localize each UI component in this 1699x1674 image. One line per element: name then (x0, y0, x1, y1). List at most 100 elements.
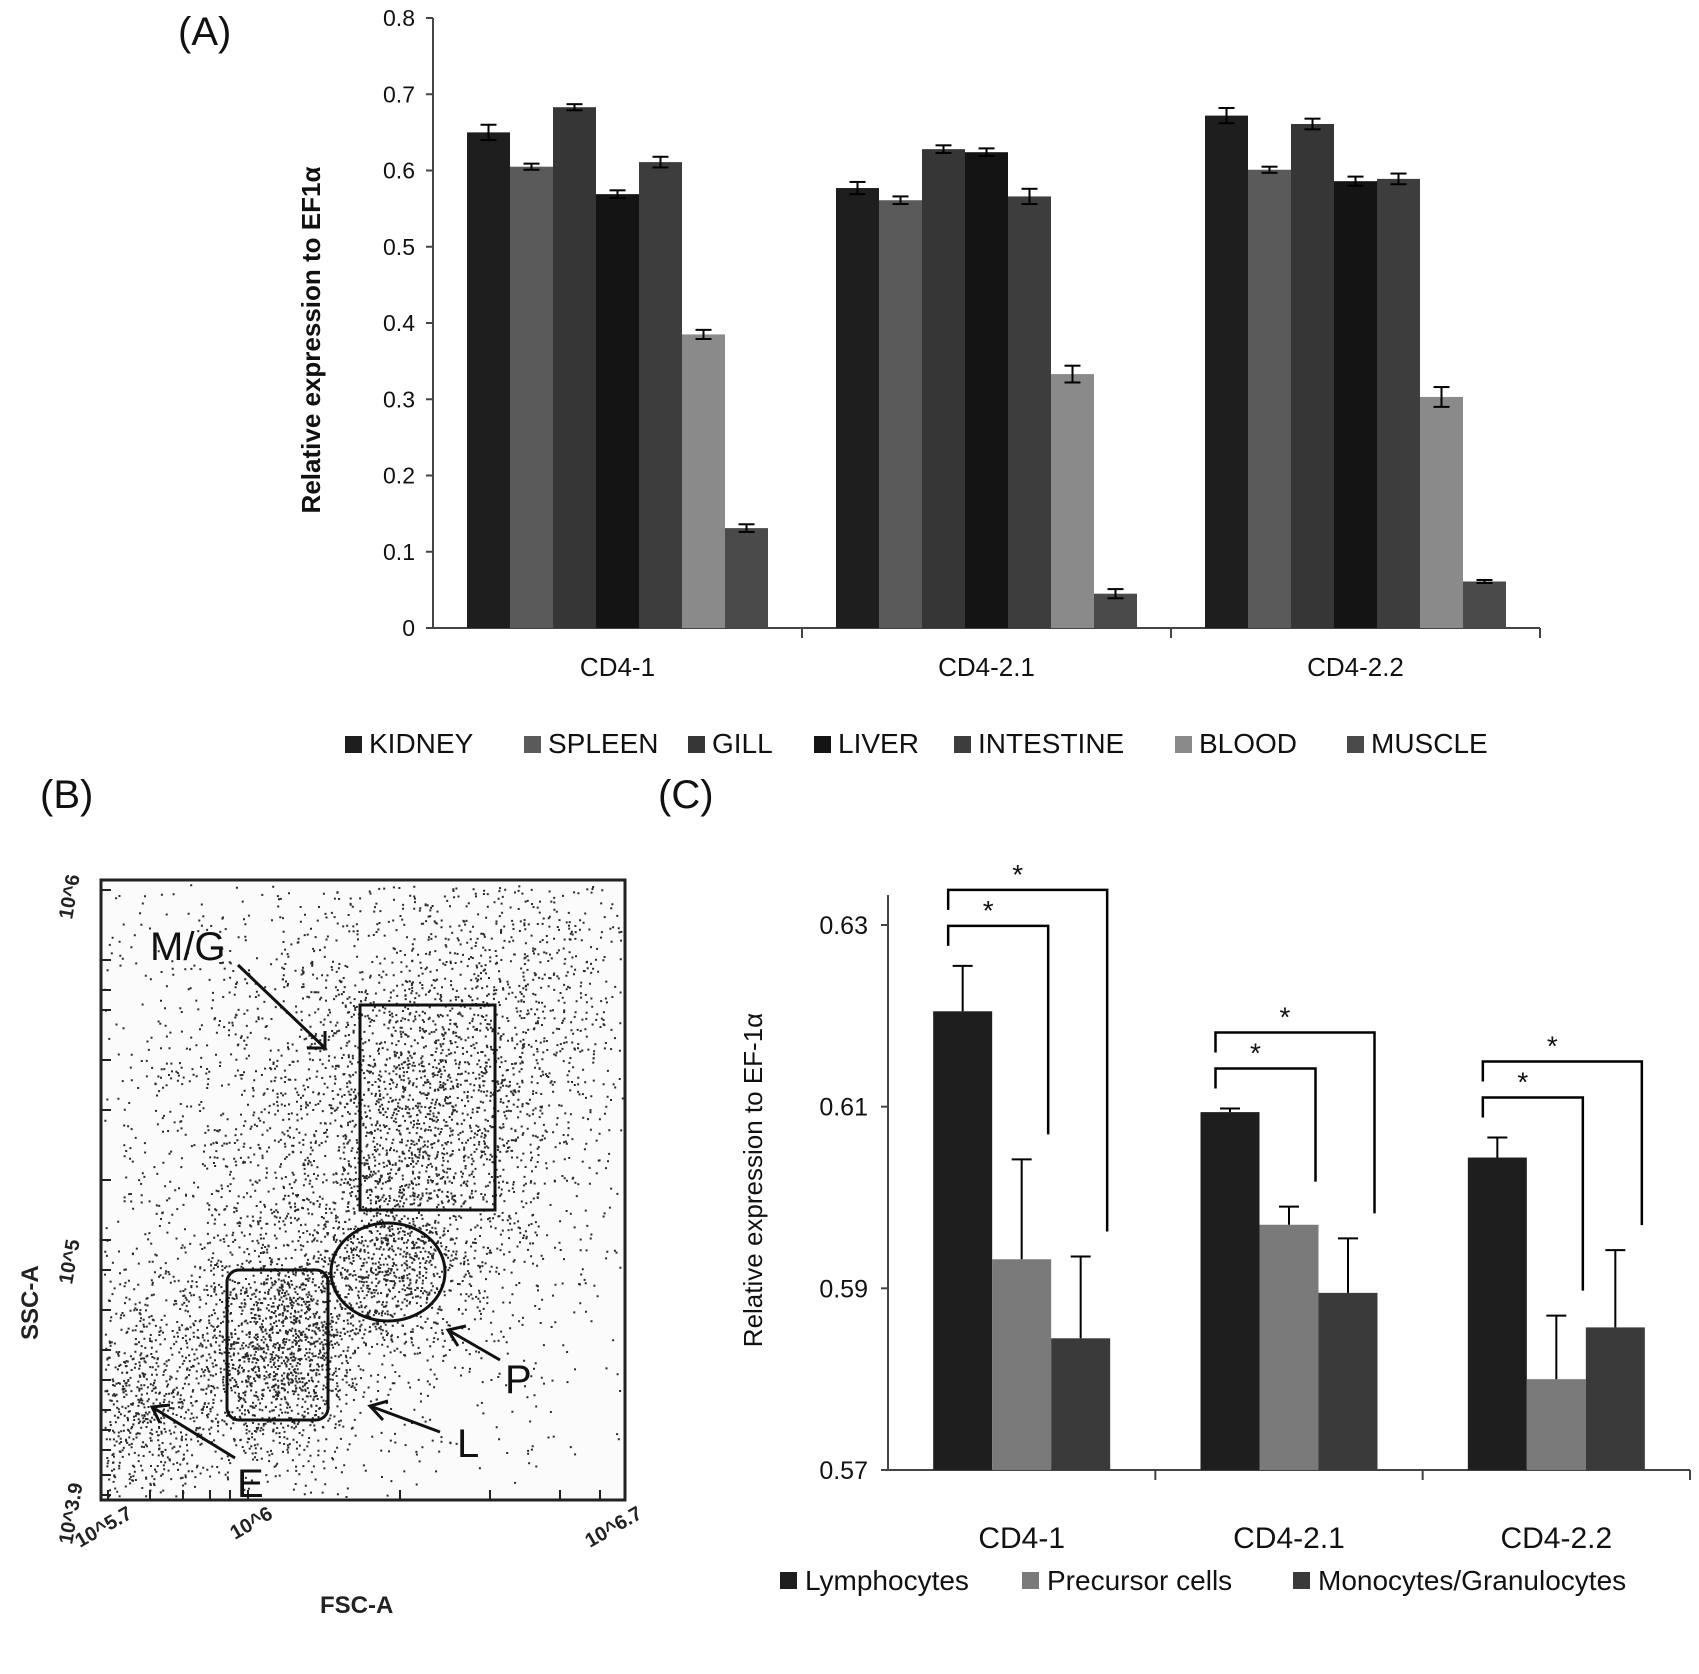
flow-axis-ticks (101, 889, 601, 1500)
chart-a-y-tick-label: 0.7 (383, 81, 415, 107)
chart-c-y-tick-label: 0.59 (819, 1275, 868, 1303)
chart-c-legend-swatch (780, 1572, 797, 1589)
chart-c: ****** 0.570.590.610.63 CD4-1 CD4-2.1 CD4-… (738, 859, 1691, 1596)
chart-a-legend-label: MUSCLE (1371, 728, 1488, 759)
chart-c-bar (1051, 1338, 1111, 1470)
chart-c-categories: CD4-1 CD4-2.1 CD4-2.2 (978, 1522, 1612, 1555)
chart-a-bar (639, 162, 682, 629)
chart-c-legend-swatch (1293, 1572, 1310, 1589)
chart-a-y-tick-label: 0.1 (383, 539, 415, 565)
chart-a-y-tick-label: 0.3 (383, 386, 415, 412)
chart-a: 00.10.20.30.40.50.60.70.8 CD4-1 CD4-2.1 CD… (296, 5, 1541, 759)
chart-a-legend-swatch (1347, 736, 1364, 753)
chart-c-significance-star: * (983, 895, 994, 926)
chart-c-legend-label: Monocytes/Granulocytes (1318, 1565, 1626, 1596)
gate-label-e: E (237, 1462, 264, 1506)
arrow-p-head (445, 1324, 467, 1347)
chart-a-bar (922, 149, 965, 628)
chart-c-legend-label: Precursor cells (1047, 1565, 1232, 1596)
chart-a-bar (1051, 374, 1094, 628)
chart-a-legend-swatch (1175, 736, 1192, 753)
chart-a-y-tick-label: 0.8 (383, 5, 415, 31)
gate-label-p: P (505, 1358, 532, 1402)
chart-a-legend-label: GILL (712, 728, 773, 759)
flow-x-tick-2: 10^6.7 (582, 1502, 646, 1552)
chart-c-significance-bracket (1214, 1067, 1317, 1182)
chart-c-legend-swatch (1022, 1572, 1039, 1589)
chart-a-legend: KIDNEY SPLEEN GILL LIVER INTESTINE BLOOD MUSCL… (345, 728, 1488, 759)
chart-a-legend-label: SPLEEN (548, 728, 659, 759)
chart-c-significance-bracket (946, 924, 1050, 1135)
arrow-p (447, 1328, 501, 1362)
chart-c-error-bars (952, 964, 1626, 1380)
chart-c-bar (1259, 1224, 1319, 1470)
chart-c-category-label: CD4-2.2 (1500, 1522, 1612, 1555)
chart-a-legend-swatch (814, 736, 831, 753)
chart-c-bar (1526, 1379, 1586, 1470)
chart-a-y-axis-label: Relative expression to EF1α (296, 167, 326, 514)
chart-c-y-tick-label: 0.63 (819, 912, 868, 940)
chart-a-bar (553, 107, 596, 628)
chart-a-category-label: CD4-2.2 (1307, 652, 1404, 682)
chart-a-y-tick-label: 0.4 (383, 310, 415, 336)
chart-c-significance-star: * (1547, 1031, 1558, 1062)
chart-a-bar (682, 334, 725, 628)
gate-lymphocytes (225, 1268, 330, 1422)
chart-c-category-label: CD4-2.1 (1233, 1522, 1345, 1555)
chart-a-bar (596, 194, 639, 628)
chart-a-categories: CD4-1 CD4-2.1 CD4-2.2 (580, 652, 1404, 682)
chart-c-significance-star: * (1250, 1037, 1261, 1068)
flow-y-tick-2: 10^6 (55, 873, 84, 921)
panel-label-a: (A) (178, 10, 231, 54)
chart-a-category-label: CD4-2.1 (938, 652, 1035, 682)
chart-a-legend-swatch (954, 736, 971, 753)
chart-a-y-tick-label: 0.2 (383, 463, 415, 489)
arrow-e-head (149, 1403, 171, 1424)
gate-label-l: L (457, 1422, 479, 1466)
chart-a-category-label: CD4-1 (580, 652, 655, 682)
chart-a-bar (510, 166, 553, 628)
chart-a-bar (1094, 593, 1137, 628)
chart-c-significance-bracket (1481, 1060, 1644, 1226)
flow-scatter-points (104, 884, 624, 1498)
chart-a-bar (1463, 581, 1506, 628)
chart-c-bars (933, 1011, 1645, 1470)
gate-monocytes-granulocytes (358, 1003, 497, 1212)
chart-c-y-axis-label: Relative expression to EF-1α (738, 1013, 768, 1347)
chart-a-y-ticks: 0 0.1 0.2 0.3 0.4 0.5 0.6 0.7 0.8 (383, 5, 415, 641)
chart-c-significance-bracket (946, 888, 1109, 1232)
chart-a-bar (1248, 169, 1291, 629)
chart-a-bar (1008, 196, 1051, 629)
chart-a-legend-label: INTESTINE (978, 728, 1124, 759)
chart-c-significance-bracket (1214, 1031, 1376, 1214)
chart-c-bar (1467, 1157, 1527, 1470)
arrow-mg-head (307, 1031, 327, 1050)
chart-c-bar (1200, 1112, 1260, 1470)
chart-a-bar (1377, 178, 1420, 628)
panel-label-b: (B) (40, 773, 93, 817)
chart-a-legend-swatch (688, 736, 705, 753)
chart-c-y-tick-label: 0.57 (819, 1457, 868, 1485)
chart-a-bar (1291, 123, 1334, 629)
chart-a-y-tick-label: 0.5 (383, 234, 415, 260)
flow-density-dots (104, 884, 624, 1498)
chart-c-legend: Lymphocytes Precursor cells Monocytes/Gran… (780, 1565, 1626, 1596)
chart-a-bar (1420, 396, 1463, 628)
chart-c-bar (933, 1011, 993, 1470)
panel-label-c: (C) (658, 773, 714, 817)
chart-c-significance-star: * (1280, 1001, 1291, 1032)
chart-c-category-label: CD4-1 (978, 1522, 1065, 1555)
flow-x-axis-label: FSC-A (320, 1592, 393, 1619)
gate-precursor (329, 1221, 447, 1323)
chart-a-legend-label: LIVER (838, 728, 919, 759)
flow-cytometry-plot: M/G P L E 10^5.7 10^6 10^6.7 10^3.9 10^5… (17, 873, 646, 1619)
chart-a-error-bars (480, 103, 1493, 600)
chart-c-bar (1585, 1327, 1645, 1470)
chart-a-bar (725, 528, 768, 628)
chart-c-legend-label: Lymphocytes (805, 1565, 969, 1596)
chart-a-bar (879, 200, 922, 629)
chart-a-legend-swatch (524, 736, 541, 753)
arrow-l-head (367, 1399, 389, 1422)
gate-label-mg: M/G (150, 925, 226, 969)
